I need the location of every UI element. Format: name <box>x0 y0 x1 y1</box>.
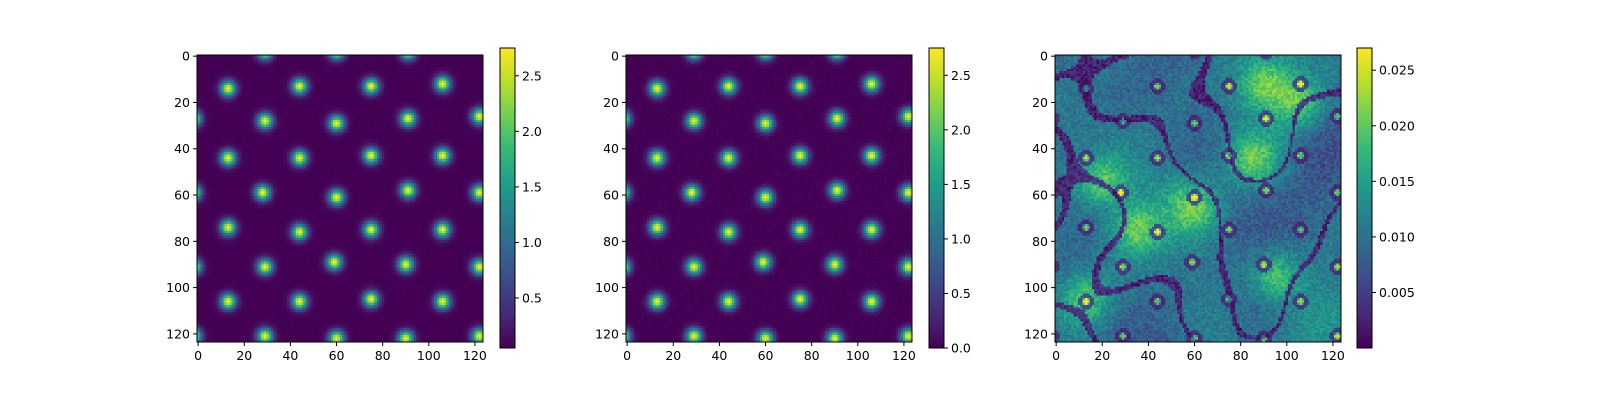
x-tick-label: 120 <box>463 348 487 363</box>
y-tick-label: 60 <box>603 188 619 203</box>
y-tick-label: 120 <box>166 326 190 341</box>
x-tick-label: 80 <box>1233 348 1249 363</box>
x-tick-label: 0 <box>623 348 631 363</box>
y-tick-label: 80 <box>174 234 190 249</box>
x-tick-label: 20 <box>236 348 252 363</box>
y-tick-label: 0 <box>611 49 619 64</box>
colorbar-tick-label: 1.0 <box>522 235 542 250</box>
colorbar-tick-label: 0.025 <box>1379 63 1415 78</box>
x-tick-label: 60 <box>329 348 345 363</box>
colorbar-tick-label: 0.010 <box>1379 229 1415 244</box>
x-tick-label: 20 <box>665 348 681 363</box>
colorbar-tick-label: 0.005 <box>1379 285 1415 300</box>
axes-frame <box>625 54 913 343</box>
heatmap-image <box>1055 55 1341 342</box>
y-tick-label: 100 <box>1024 280 1048 295</box>
x-tick-label: 40 <box>711 348 727 363</box>
y-tick-label: 60 <box>174 188 190 203</box>
x-tick-label: 80 <box>804 348 820 363</box>
x-tick-label: 40 <box>1140 348 1156 363</box>
axes-frame <box>196 54 484 343</box>
y-tick-label: 120 <box>595 326 619 341</box>
x-tick-label: 80 <box>375 348 391 363</box>
x-tick-label: 60 <box>758 348 774 363</box>
heatmap-image <box>626 55 912 342</box>
heatmap-panel-2: 0 20 40 60 80 100 120 0 20 40 60 80 100 120 0.0 0.5 1.0 1… <box>595 47 971 363</box>
y-tick-label: 100 <box>595 280 619 295</box>
axes-frame <box>1054 54 1342 343</box>
colorbar-tick-label: 0.020 <box>1379 118 1415 133</box>
x-tick-label: 0 <box>194 348 202 363</box>
y-tick-label: 120 <box>1024 326 1048 341</box>
colorbar-tick-label: 0.5 <box>951 286 971 301</box>
colorbar: 0.005 0.010 0.015 0.020 0.025 <box>1356 47 1415 349</box>
x-tick-label: 100 <box>417 348 441 363</box>
y-tick-label: 20 <box>174 95 190 110</box>
colorbar-tick-label: 1.0 <box>951 231 971 246</box>
y-tick-label: 40 <box>1032 141 1048 156</box>
x-tick-label: 0 <box>1052 348 1060 363</box>
colorbar-gradient <box>499 47 516 349</box>
x-tick-label: 100 <box>1275 348 1299 363</box>
x-tick-label: 120 <box>1321 348 1345 363</box>
colorbar-gradient <box>1356 47 1373 349</box>
colorbar-tick-label: 0.0 <box>951 341 971 356</box>
colorbar-tick-label: 2.5 <box>951 68 971 83</box>
y-tick-label: 20 <box>603 95 619 110</box>
y-tick-label: 20 <box>1032 95 1048 110</box>
colorbar-tick-label: 1.5 <box>522 179 542 194</box>
y-tick-label: 40 <box>174 141 190 156</box>
y-tick-label: 80 <box>603 234 619 249</box>
y-tick-label: 80 <box>1032 234 1048 249</box>
colorbar-tick-label: 2.5 <box>522 68 542 83</box>
heatmap-panel-1: 0 20 40 60 80 100 120 0 20 40 60 80 100 120 0.5 1.0 1.5 2… <box>166 47 542 363</box>
x-tick-label: 60 <box>1187 348 1203 363</box>
colorbar: 0.5 1.0 1.5 2.0 2.5 <box>499 47 542 349</box>
x-tick-label: 20 <box>1094 348 1110 363</box>
x-tick-label: 40 <box>282 348 298 363</box>
y-tick-label: 0 <box>182 49 190 64</box>
heatmap-panel-3: 0 20 40 60 80 100 120 0 20 40 60 80 100 120 0.005 0.010… <box>1024 47 1415 363</box>
y-tick-label: 0 <box>1040 49 1048 64</box>
y-tick-label: 40 <box>603 141 619 156</box>
colorbar-gradient <box>928 47 945 349</box>
y-tick-label: 100 <box>166 280 190 295</box>
colorbar-tick-label: 0.5 <box>522 291 542 306</box>
colorbar-tick-label: 0.015 <box>1379 174 1415 189</box>
x-tick-label: 120 <box>892 348 916 363</box>
colorbar-tick-label: 2.0 <box>522 124 542 139</box>
heatmap-image <box>197 55 483 342</box>
x-tick-label: 100 <box>846 348 870 363</box>
colorbar-tick-label: 1.5 <box>951 177 971 192</box>
colorbar: 0.0 0.5 1.0 1.5 2.0 2.5 <box>928 47 971 356</box>
colorbar-tick-label: 2.0 <box>951 122 971 137</box>
y-tick-label: 60 <box>1032 188 1048 203</box>
